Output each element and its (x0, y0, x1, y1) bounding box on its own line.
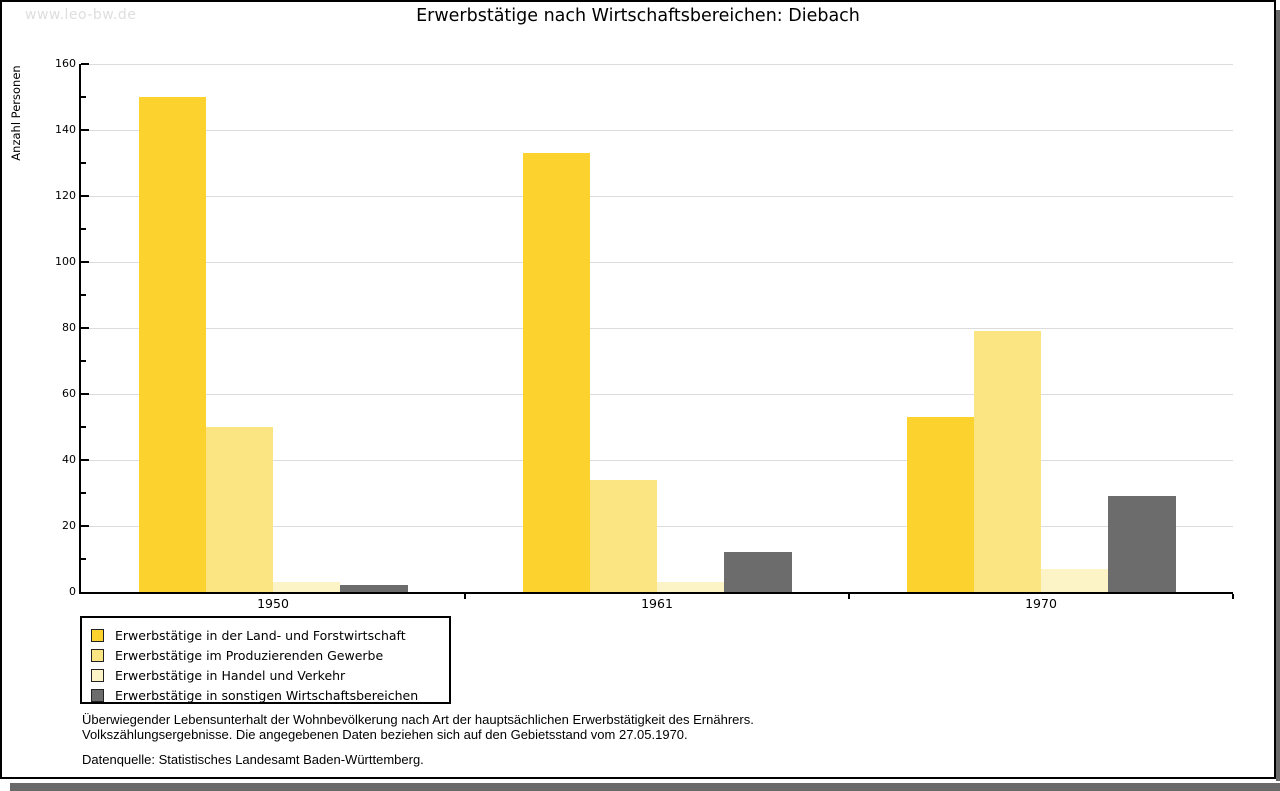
bar (1041, 569, 1108, 592)
y-major-tick (81, 327, 89, 329)
gridline (81, 130, 1233, 131)
plot-area (79, 63, 1234, 599)
gridline (81, 262, 1233, 263)
y-axis-line (79, 64, 81, 594)
legend-label: Erwerbstätige in der Land- und Forstwirt… (115, 627, 406, 643)
bar (657, 582, 724, 592)
legend-label: Erwerbstätige in sonstigen Wirtschaftsbe… (115, 687, 419, 703)
y-tick-label: 80 (62, 321, 76, 334)
gridline (81, 328, 1233, 329)
footer-source: Datenquelle: Statistisches Landesamt Bad… (82, 752, 424, 767)
x-tick-label: 1970 (1025, 596, 1057, 611)
footer-note: Überwiegender Lebensunterhalt der Wohnbe… (82, 712, 1182, 742)
gridline (81, 526, 1233, 527)
legend-item: Erwerbstätige in der Land- und Forstwirt… (91, 625, 449, 645)
y-major-tick (81, 393, 89, 395)
legend-swatch (91, 688, 104, 702)
x-axis-line (79, 592, 1233, 594)
bar (974, 331, 1041, 592)
x-tick-label: 1961 (641, 596, 673, 611)
y-minor-tick (81, 228, 86, 230)
y-tick-label: 20 (62, 519, 76, 532)
y-tick-label: 120 (55, 189, 76, 202)
y-minor-tick (81, 96, 86, 98)
y-axis-label: Anzahl Personen (9, 65, 23, 161)
y-minor-tick (81, 492, 86, 494)
legend-label: Erwerbstätige im Produzierenden Gewerbe (115, 647, 384, 663)
legend-swatch (91, 668, 104, 682)
bar (340, 585, 408, 592)
legend-item: Erwerbstätige in sonstigen Wirtschaftsbe… (91, 685, 449, 705)
legend-item: Erwerbstätige im Produzierenden Gewerbe (91, 645, 449, 665)
legend-label: Erwerbstätige in Handel und Verkehr (115, 667, 346, 683)
y-tick-label: 140 (55, 123, 76, 136)
bar (273, 582, 340, 592)
legend: Erwerbstätige in der Land- und Forstwirt… (80, 616, 451, 704)
gridline (81, 196, 1233, 197)
gridline (81, 460, 1233, 461)
y-major-tick (81, 63, 89, 65)
legend-swatch (91, 648, 104, 662)
y-tick-label: 160 (55, 57, 76, 70)
legend-item: Erwerbstätige in Handel und Verkehr (91, 665, 449, 685)
y-major-tick (81, 129, 89, 131)
footer-note-line2: Volkszählungsergebnisse. Die angegebenen… (82, 727, 688, 742)
y-minor-tick (81, 426, 86, 428)
x-boundary-tick (464, 594, 466, 599)
y-minor-tick (81, 558, 86, 560)
gridline (81, 394, 1233, 395)
gridline (81, 64, 1233, 65)
bar (907, 417, 974, 592)
y-tick-label: 0 (69, 585, 76, 598)
y-minor-tick (81, 294, 86, 296)
bar (206, 427, 273, 592)
y-tick-label: 100 (55, 255, 76, 268)
y-major-tick (81, 261, 89, 263)
legend-swatch (91, 628, 104, 642)
y-major-tick (81, 195, 89, 197)
y-tick-label: 40 (62, 453, 76, 466)
bar (1108, 496, 1176, 592)
y-tick-label: 60 (62, 387, 76, 400)
x-boundary-tick (848, 594, 850, 599)
bar (523, 153, 590, 592)
footer-note-line1: Überwiegender Lebensunterhalt der Wohnbe… (82, 712, 754, 727)
frame-shadow-right (1276, 10, 1280, 781)
watermark: www.leo-bw.de (25, 7, 137, 23)
y-major-tick (81, 525, 89, 527)
y-minor-tick (81, 360, 86, 362)
bar (139, 97, 206, 592)
x-boundary-tick (1232, 594, 1234, 599)
y-major-tick (81, 459, 89, 461)
x-tick-label: 1950 (257, 596, 289, 611)
bar (724, 552, 792, 592)
bar (590, 480, 657, 592)
frame-shadow-bottom (10, 783, 1280, 791)
y-minor-tick (81, 162, 86, 164)
chart-title: Erwerbstätige nach Wirtschaftsbereichen:… (416, 6, 860, 26)
